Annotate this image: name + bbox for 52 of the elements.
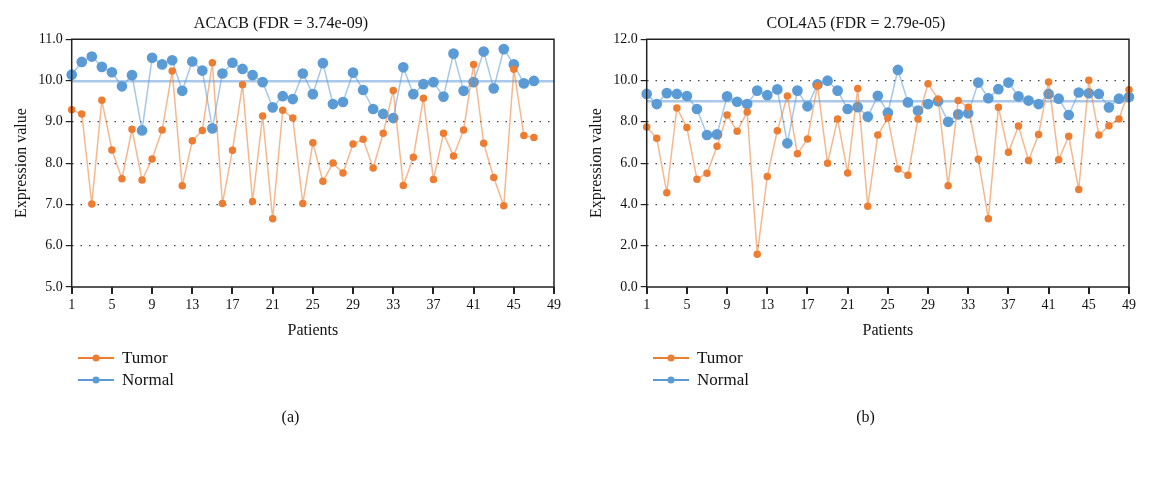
y-tick-label: 10.0 — [38, 72, 63, 88]
x-tick-label: 41 — [466, 297, 481, 313]
x-tick-label: 5 — [683, 297, 691, 313]
y-axis-title: Expression value — [11, 108, 30, 218]
chart-title: COL4A5 (FDR = 2.79e-05) — [766, 13, 946, 32]
x-tick-label: 25 — [305, 297, 320, 313]
x-tick-label: 29 — [346, 297, 361, 313]
y-axis-title: Expression value — [586, 108, 605, 218]
x-tick-label: 49 — [1122, 297, 1136, 313]
x-tick-label: 1 — [68, 297, 76, 313]
x-tick-label: 17 — [225, 297, 240, 313]
x-tick-label: 49 — [547, 297, 561, 313]
x-tick-label: 13 — [760, 297, 775, 313]
y-tick-label: 9.0 — [45, 113, 63, 129]
y-tick-label: 6.0 — [620, 154, 638, 170]
x-tick-label: 25 — [880, 297, 895, 313]
x-tick-label: 13 — [185, 297, 200, 313]
y-tick-label: 8.0 — [620, 113, 638, 129]
y-tick-label: 0.0 — [620, 278, 638, 294]
x-tick-label: 45 — [1081, 297, 1096, 313]
y-tick-label: 10.0 — [613, 72, 638, 88]
text: (b) — [855, 408, 876, 426]
x-axis-title: Patients — [287, 320, 339, 338]
legend-label: Tumor — [122, 348, 168, 368]
x-tick-label: 17 — [800, 297, 815, 313]
x-tick-label: 37 — [1001, 297, 1016, 313]
x-tick-label: 21 — [840, 297, 855, 313]
legend-label: Normal — [697, 370, 749, 390]
y-tick-label: 8.0 — [45, 154, 63, 170]
x-tick-label: 9 — [723, 297, 731, 313]
legend-label: Normal — [122, 370, 174, 390]
text: (a) — [280, 408, 301, 426]
y-tick-label: 4.0 — [620, 196, 638, 212]
x-tick-label: 1 — [643, 297, 651, 313]
y-tick-label: 5.0 — [45, 278, 63, 294]
x-tick-label: 29 — [921, 297, 936, 313]
x-axis-title: Patients — [862, 320, 914, 338]
x-tick-label: 5 — [108, 297, 116, 313]
y-tick-label: 7.0 — [45, 196, 63, 212]
x-tick-label: 33 — [386, 297, 401, 313]
x-tick-label: 9 — [148, 297, 156, 313]
y-tick-label: 6.0 — [45, 237, 63, 253]
x-tick-label: 33 — [961, 297, 976, 313]
y-tick-label: 12.0 — [613, 30, 638, 46]
x-tick-label: 41 — [1041, 297, 1056, 313]
x-tick-label: 37 — [426, 297, 441, 313]
y-tick-label: 2.0 — [620, 237, 638, 253]
y-tick-label: 11.0 — [38, 30, 63, 46]
x-tick-label: 45 — [506, 297, 521, 313]
legend-label: Tumor — [697, 348, 743, 368]
x-tick-label: 21 — [265, 297, 280, 313]
chart-title: ACACB (FDR = 3.74e-09) — [193, 13, 369, 32]
